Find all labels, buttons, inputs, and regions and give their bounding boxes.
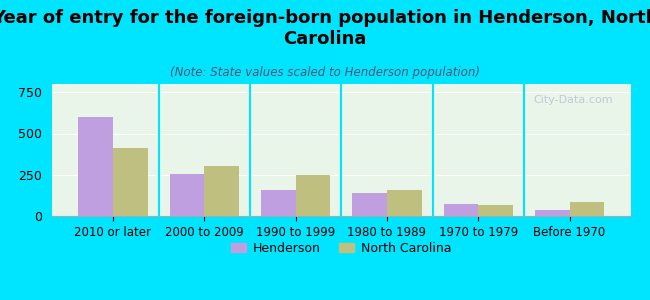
Bar <box>261 190 296 216</box>
Text: City-Data.com: City-Data.com <box>534 94 613 105</box>
Legend: Henderson, North Carolina: Henderson, North Carolina <box>226 237 456 260</box>
Bar <box>170 174 204 216</box>
Bar <box>296 175 330 216</box>
Bar <box>569 202 604 216</box>
Bar <box>478 205 513 216</box>
Bar <box>113 148 148 216</box>
Bar <box>443 204 478 216</box>
Bar <box>387 190 422 216</box>
Bar <box>535 210 569 216</box>
Text: Year of entry for the foreign-born population in Henderson, North
Carolina: Year of entry for the foreign-born popul… <box>0 9 650 48</box>
Text: (Note: State values scaled to Henderson population): (Note: State values scaled to Henderson … <box>170 66 480 79</box>
Bar <box>78 117 113 216</box>
Bar <box>352 193 387 216</box>
Bar <box>204 166 239 216</box>
